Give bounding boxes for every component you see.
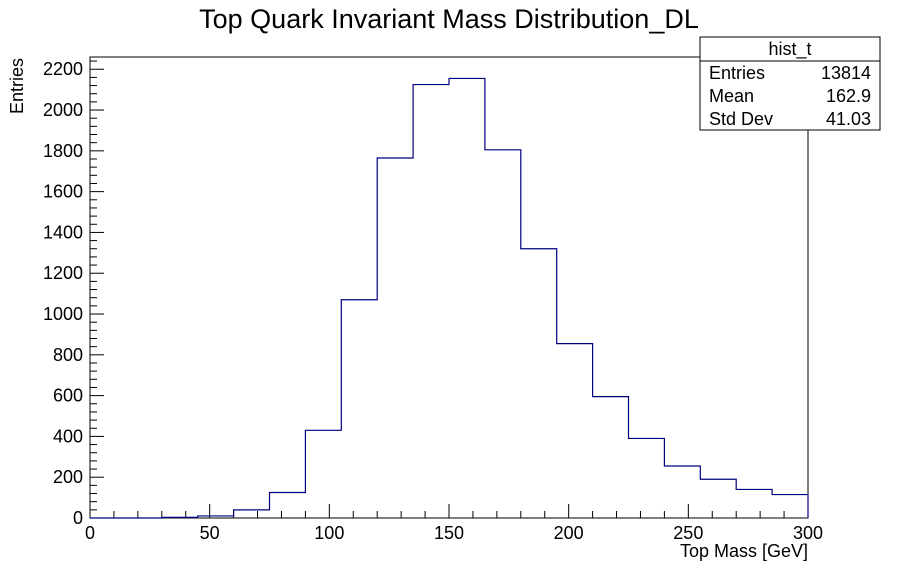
y-tick-label: 400 — [53, 426, 83, 446]
y-tick-label: 1600 — [43, 182, 83, 202]
x-axis-label: Top Mass [GeV] — [680, 541, 808, 561]
histogram-bin — [772, 495, 808, 518]
stats-mean-label: Mean — [709, 86, 754, 106]
y-tick-label: 800 — [53, 345, 83, 365]
histogram-bin — [521, 249, 557, 518]
histogram-bin — [341, 300, 377, 518]
x-tick-label: 100 — [314, 523, 344, 543]
y-tick-label: 1000 — [43, 304, 83, 324]
y-tick-label: 0 — [73, 508, 83, 528]
histogram-bin — [593, 397, 629, 518]
histogram-bin — [270, 493, 306, 518]
stats-stddev-label: Std Dev — [709, 109, 773, 129]
histogram-bin — [305, 430, 341, 518]
y-tick-label: 2000 — [43, 100, 83, 120]
histogram-bin — [485, 150, 521, 518]
histogram-bin — [449, 78, 485, 518]
histogram-bin — [413, 85, 449, 518]
stats-box-frame — [699, 36, 881, 131]
x-tick-label: 300 — [793, 523, 823, 543]
histogram-bin — [664, 466, 700, 518]
y-tick-label: 2200 — [43, 59, 83, 79]
stats-box: hist_t Entries 13814 Mean 162.9 Std Dev … — [699, 36, 881, 131]
axis-ticks — [89, 60, 809, 519]
stats-stddev-value: 41.03 — [826, 109, 871, 129]
histogram-bin — [557, 344, 593, 518]
y-tick-label: 1200 — [43, 263, 83, 283]
histogram-bin — [736, 489, 772, 518]
y-tick-label: 1800 — [43, 141, 83, 161]
histogram-step-line — [90, 77, 809, 519]
histogram-bin — [700, 479, 736, 518]
histogram-bin — [234, 510, 270, 518]
chart-title: Top Quark Invariant Mass Distribution_DL — [199, 4, 699, 34]
x-tick-label: 200 — [554, 523, 584, 543]
y-tick-label: 200 — [53, 467, 83, 487]
stats-box-title: hist_t — [768, 39, 811, 60]
y-tick-label: 1400 — [43, 222, 83, 242]
y-tick-label: 600 — [53, 386, 83, 406]
x-tick-label: 250 — [673, 523, 703, 543]
x-tick-label: 50 — [200, 523, 220, 543]
histogram-bin — [629, 438, 665, 518]
axis-tick-labels: 0 50 100 150 200 250 300 0 200 400 600 800 1000 1200 1… — [43, 59, 823, 543]
histogram-bin — [377, 158, 413, 518]
stats-mean-value: 162.9 — [826, 86, 871, 106]
x-tick-label: 150 — [434, 523, 464, 543]
stats-entries-label: Entries — [709, 63, 765, 83]
x-tick-label: 0 — [85, 523, 95, 543]
y-axis-label: Entries — [7, 58, 27, 114]
stats-entries-value: 13814 — [821, 63, 871, 83]
